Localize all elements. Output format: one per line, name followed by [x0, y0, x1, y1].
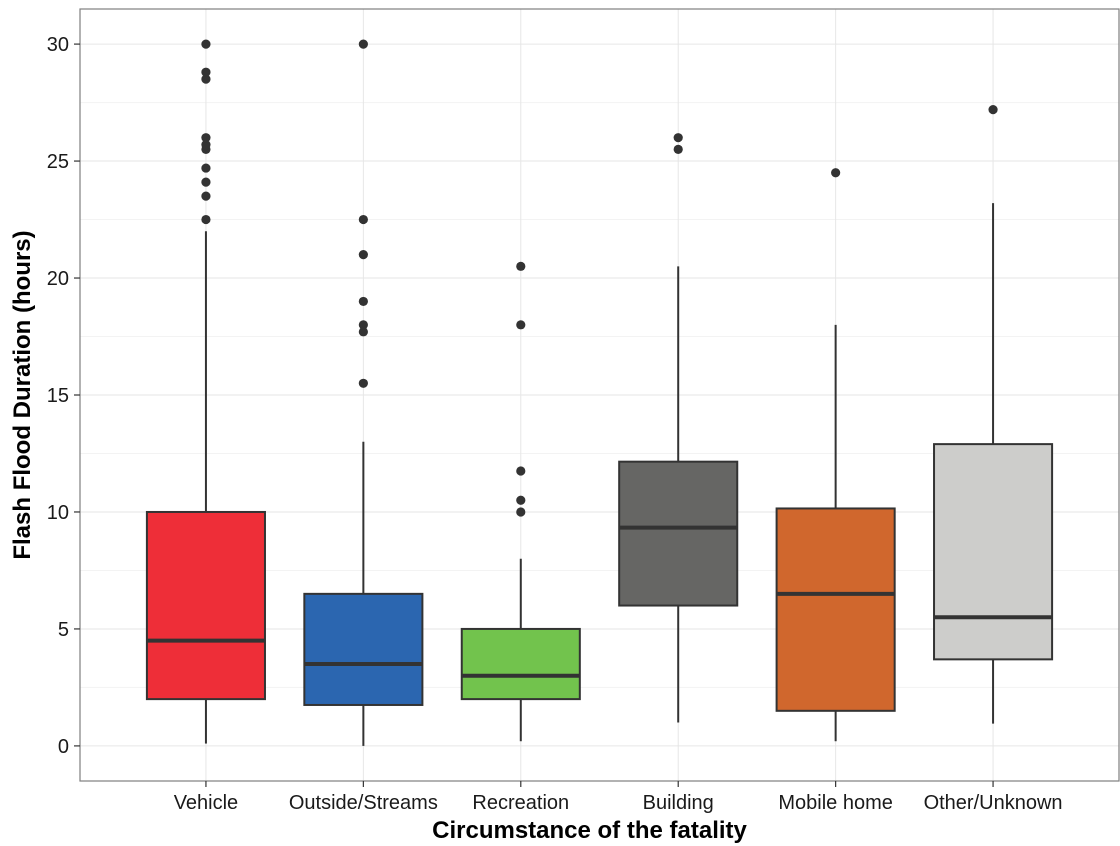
y-tick-label: 10 [47, 502, 69, 524]
y-tick-label: 0 [58, 736, 69, 758]
box-series [145, 39, 1054, 746]
box-iqr [775, 507, 896, 712]
outlier-point [358, 378, 368, 388]
box-other-unknown [933, 104, 1054, 724]
outlier-point [201, 133, 211, 143]
outlier-point [201, 214, 211, 225]
outlier-point [201, 74, 211, 84]
box-recreation [460, 261, 581, 742]
y-tick-label: 25 [47, 151, 69, 173]
outlier-point [358, 250, 368, 260]
box-iqr [933, 443, 1054, 661]
outlier-point [516, 320, 526, 330]
outlier-point [201, 39, 211, 49]
box-iqr [303, 592, 424, 706]
outlier-point [358, 327, 368, 337]
outlier-point [516, 261, 526, 271]
y-tick-label: 30 [47, 34, 69, 56]
box-building [618, 133, 739, 723]
outlier-point [358, 214, 368, 225]
x-axis-title: Circumstance of the fatality [432, 817, 747, 844]
box-iqr [145, 510, 266, 701]
box-iqr [460, 627, 581, 701]
outlier-point [516, 495, 526, 505]
box-mobile-home [775, 168, 896, 742]
outlier-point [988, 104, 998, 115]
x-tick-label: Other/Unknown [924, 792, 1063, 814]
x-tick-label: Outside/Streams [289, 792, 438, 814]
y-tick-label: 5 [58, 619, 69, 641]
x-tick-label: Mobile home [778, 792, 893, 814]
axes: 0 5 10 15 20 25 30 Vehicle Outside/Streams Recrea… [47, 34, 1063, 814]
box-iqr [618, 460, 739, 607]
x-tick-label: Vehicle [174, 792, 239, 814]
outlier-point [358, 296, 368, 307]
outlier-point [516, 507, 526, 517]
outlier-point [673, 133, 683, 143]
outlier-point [516, 466, 526, 476]
x-tick-label: Recreation [472, 792, 569, 814]
outlier-point [201, 67, 211, 77]
outlier-point [831, 168, 841, 178]
x-tick-label: Building [643, 792, 714, 814]
outlier-point [201, 191, 211, 201]
box-outside-streams [303, 39, 424, 746]
outlier-point [201, 140, 211, 150]
box-vehicle [145, 39, 266, 744]
y-axis-title: Flash Flood Duration (hours) [9, 230, 36, 559]
outlier-point [358, 320, 368, 330]
y-tick-label: 20 [47, 268, 69, 290]
outlier-point [358, 39, 368, 49]
outlier-point [673, 144, 683, 154]
outlier-point [201, 163, 211, 173]
outlier-point [201, 177, 211, 187]
y-tick-label: 15 [47, 385, 69, 407]
